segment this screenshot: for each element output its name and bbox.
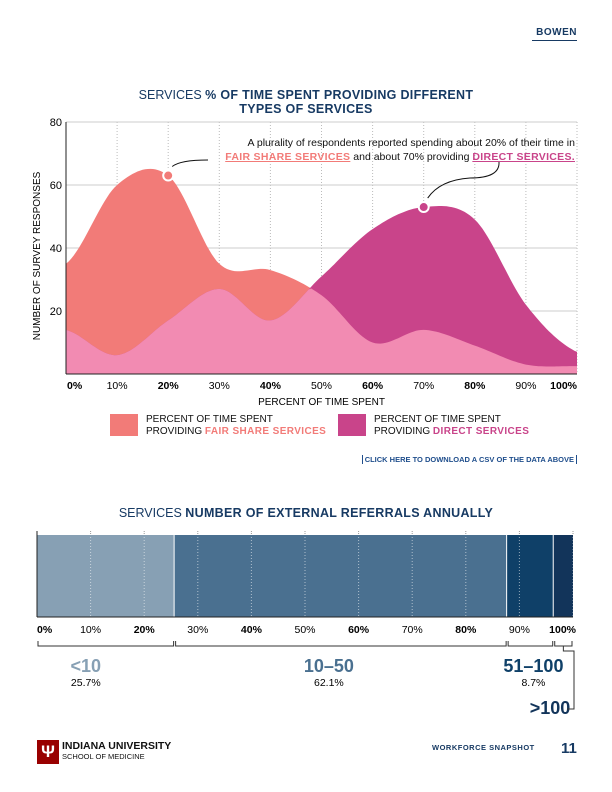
x-tick-label: 80% [464, 380, 486, 392]
x-tick-label: 20% [134, 624, 156, 636]
chart2-title: SERVICES NUMBER OF EXTERNAL REFERRALS AN… [0, 506, 612, 520]
legend-text: PERCENT OF TIME SPENT [146, 414, 273, 425]
y-axis-label: NUMBER OF SURVEY RESPONSES [32, 171, 43, 340]
bar-segment [507, 535, 553, 617]
segment-bracket [175, 641, 507, 647]
annotation-arrow-fair-share [171, 159, 209, 167]
download-csv-link[interactable]: CLICK HERE TO DOWNLOAD A CSV OF THE DATA… [361, 455, 577, 464]
category-label: 10–50 [304, 656, 354, 676]
x-tick-label: 40% [241, 624, 263, 636]
x-tick-label: 70% [402, 624, 423, 636]
callout-bracket-over-100 [562, 646, 575, 710]
publication-name: WORKFORCE SNAPSHOT [432, 743, 535, 752]
x-tick-label: 30% [187, 624, 208, 636]
legend-highlight: DIRECT SERVICES [432, 426, 530, 437]
x-tick-label: 80% [455, 624, 477, 636]
x-axis-label: PERCENT OF TIME SPENT [258, 397, 385, 408]
x-tick-label: 70% [413, 380, 434, 392]
x-tick-label: 0% [67, 380, 83, 392]
annotation-arrow-direct [427, 161, 500, 199]
annotation-line1: A plurality of respondents reported spen… [247, 137, 575, 149]
annotation-point [417, 201, 430, 214]
x-tick-label: 30% [209, 380, 230, 392]
x-tick-label: 60% [348, 624, 370, 636]
x-tick-label: 10% [107, 380, 128, 392]
x-tick-label: 60% [362, 380, 384, 392]
segment-bracket [554, 641, 573, 647]
area-chart: 20 40 60 80 0% 10% 20% 30% 40% 50% 60% 70% 80% 90% 100… [32, 117, 578, 408]
legend-swatch-fair-share [110, 414, 138, 436]
category-label: >100 [530, 698, 571, 718]
category-label: <10 [71, 656, 102, 676]
page-number: 11 [561, 740, 577, 757]
y-tick-label: 20 [50, 306, 62, 318]
legend-item-fair-share: PERCENT OF TIME SPENT PROVIDING FAIR SHAR… [110, 414, 326, 438]
x-tick-label: 100% [549, 624, 577, 636]
chart1-title-prefix: SERVICES [138, 88, 202, 102]
y-tick-label: 60 [50, 180, 62, 192]
legend-label-fair-share: PERCENT OF TIME SPENT PROVIDING FAIR SHAR… [146, 414, 326, 438]
chart2-title-prefix: SERVICES [118, 506, 182, 520]
annotation-mid: and about 70% providing [350, 151, 473, 163]
iu-logo: Ψ [37, 740, 59, 764]
segment-bracket [507, 641, 554, 647]
legend-label-direct: PERCENT OF TIME SPENT PROVIDING DIRECT SE… [374, 414, 529, 438]
legend-text: PERCENT OF TIME SPENT [374, 414, 501, 425]
value-label: 62.1% [314, 677, 344, 689]
value-label: 8.7% [521, 677, 545, 689]
download-csv-link-wrap: CLICK HERE TO DOWNLOAD A CSV OF THE DATA… [361, 449, 577, 467]
legend-text: PROVIDING [146, 426, 203, 437]
x-tick-label: 10% [80, 624, 101, 636]
x-tick-label: 90% [515, 380, 536, 392]
bar-segment [37, 535, 174, 617]
university-name: INDIANA UNIVERSITY [62, 740, 172, 752]
x-tick-label: 40% [260, 380, 282, 392]
x-tick-label: 50% [311, 380, 332, 392]
x-tick-label: 0% [37, 624, 53, 636]
chart1-title: SERVICES % OF TIME SPENT PROVIDING DIFFE… [0, 88, 612, 116]
legend-item-direct: PERCENT OF TIME SPENT PROVIDING DIRECT SE… [338, 414, 529, 438]
bar-segment [174, 535, 507, 617]
chart1-annotation: A plurality of respondents reported spen… [190, 136, 575, 164]
value-label: 25.7% [71, 677, 101, 689]
annotation-fair-share: FAIR SHARE SERVICES [225, 151, 351, 163]
segment-bracket [37, 641, 175, 647]
category-label: 51–100 [503, 656, 563, 676]
chart1-title-line2: TYPES OF SERVICES [239, 102, 373, 116]
x-tick-label: 90% [509, 624, 530, 636]
legend-highlight: FAIR SHARE SERVICES [204, 426, 327, 437]
chart1-title-line1: % OF TIME SPENT PROVIDING DIFFERENT [205, 88, 474, 102]
chart2-title-main: NUMBER OF EXTERNAL REFERRALS ANNUALLY [185, 506, 494, 520]
x-tick-label: 20% [158, 380, 180, 392]
y-tick-label: 80 [50, 117, 62, 129]
value-label: 3.6% [538, 719, 562, 720]
brand-header: BOWEN [536, 27, 577, 38]
x-tick-label: 100% [550, 380, 578, 392]
legend-swatch-direct [338, 414, 366, 436]
y-tick-label: 40 [50, 243, 62, 255]
bar-segment [553, 535, 573, 617]
legend-text: PROVIDING [374, 426, 431, 437]
annotation-direct: DIRECT SERVICES. [472, 151, 575, 163]
school-name: SCHOOL OF MEDICINE [62, 752, 145, 761]
annotation-point [162, 169, 175, 182]
series-overlap-area [66, 288, 577, 374]
header-rule [532, 40, 577, 41]
stacked-bar-chart: 0% 10% 20% 30% 40% 50% 60% 70% 80% 90% 100% <1025.7… [36, 531, 577, 720]
x-tick-label: 50% [294, 624, 315, 636]
